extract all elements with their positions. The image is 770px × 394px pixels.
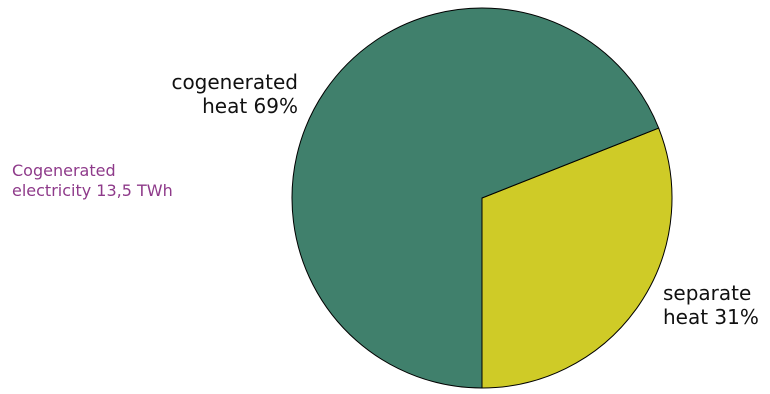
- electricity-annotation-line2: electricity 13,5 TWh: [12, 181, 173, 200]
- slice-label-cogenerated-heat: cogenerated heat 69%: [171, 70, 298, 118]
- slice-label-separate-line1: separate: [663, 281, 752, 305]
- slice-label-cogenerated-line2: heat 69%: [202, 94, 298, 118]
- slice-label-separate-heat: separate heat 31%: [663, 281, 759, 329]
- slice-label-cogenerated-line1: cogenerated: [171, 70, 298, 94]
- electricity-annotation: Cogenerated electricity 13,5 TWh: [12, 161, 272, 201]
- pie-slice-cogenerated-heat: [291, 7, 660, 389]
- slice-label-separate-line2: heat 31%: [663, 305, 759, 329]
- electricity-annotation-line1: Cogenerated: [12, 161, 116, 180]
- pie-slice-separate-heat: [481, 127, 673, 389]
